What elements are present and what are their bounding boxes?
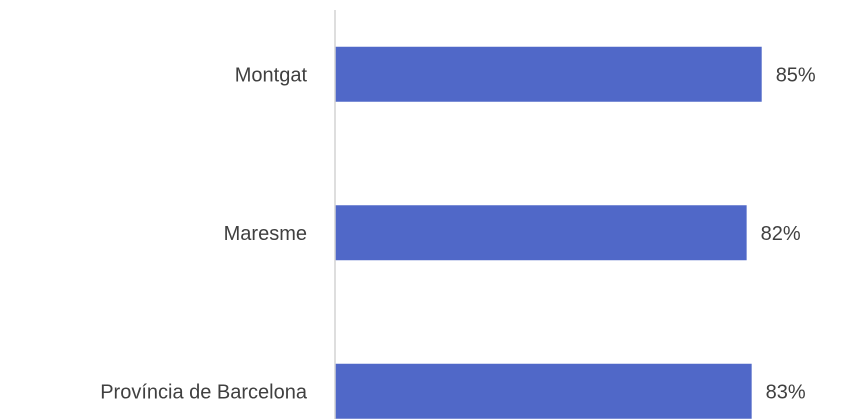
data-label: 82% bbox=[761, 223, 801, 245]
y-tick-label: Província de Barcelona bbox=[100, 382, 308, 404]
data-label: 85% bbox=[776, 65, 816, 87]
y-tick-label: Maresme bbox=[224, 223, 307, 245]
bar bbox=[335, 46, 762, 102]
data-label: 83% bbox=[766, 382, 806, 404]
y-tick-label: Montgat bbox=[235, 65, 308, 87]
bar bbox=[335, 205, 747, 261]
bar bbox=[335, 363, 752, 419]
